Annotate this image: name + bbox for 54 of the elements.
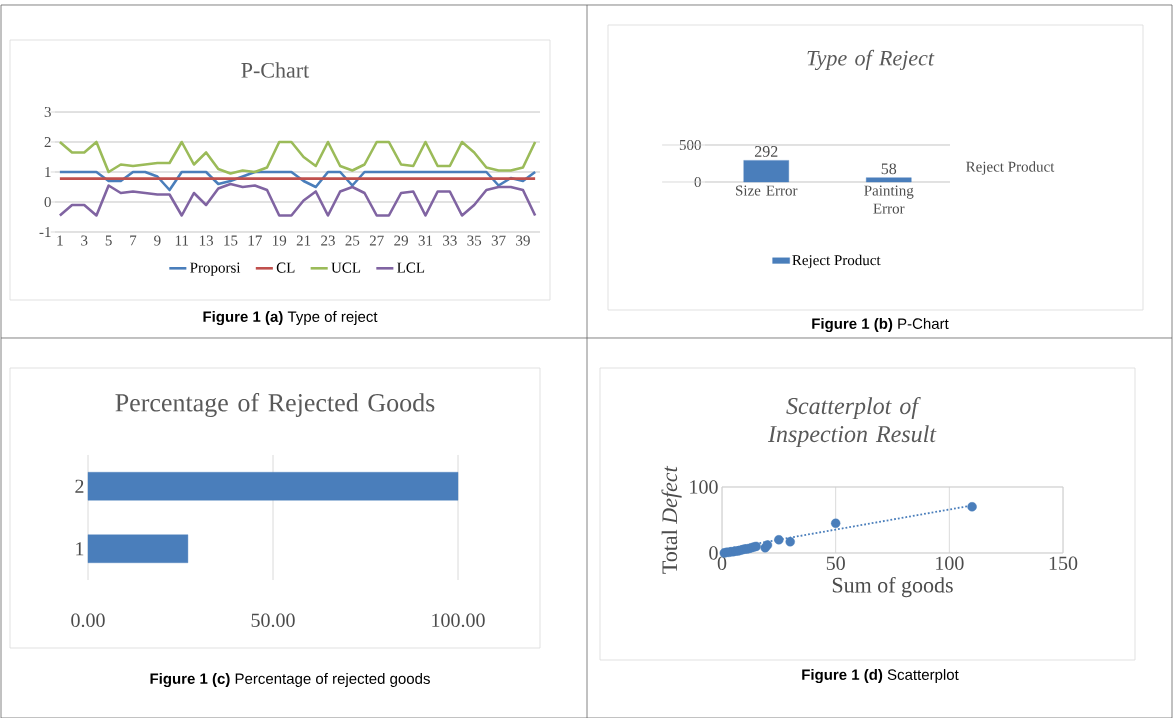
chart-title: Type of Reject	[807, 49, 935, 71]
y-axis-title: Total Defect	[661, 465, 682, 574]
y-tick-label: 0	[694, 176, 701, 188]
text: Figure 1 (d) Scatterplot	[802, 668, 959, 684]
x-axis-title: Sum of goods	[832, 576, 953, 598]
chart-title: Percentage of Rejected Goods	[115, 393, 435, 417]
x-tick-label: 9	[154, 235, 161, 246]
x-tick-label: 31	[418, 235, 433, 246]
x-tick-label: 25	[345, 235, 360, 246]
legend-label: Proporsi	[190, 262, 241, 276]
chart-title: Scatterplot of Inspection Result	[767, 397, 937, 447]
text: Reject Product	[966, 161, 1055, 175]
y-tick-label: 2	[44, 137, 51, 147]
legend-label: LCL	[397, 262, 425, 273]
chart-title: P-Chart	[241, 62, 310, 78]
x-tick-label: 150	[1049, 556, 1078, 571]
x-tick-label: 7	[130, 235, 137, 246]
x-tick-label: 11	[175, 235, 189, 246]
legend-label: Reject Product	[792, 254, 881, 269]
data-label: 58	[881, 163, 897, 175]
x-tick-label: 33	[443, 235, 457, 246]
x-tick-label: 100.00	[432, 613, 485, 628]
x-tick-label: Size Error	[736, 185, 798, 196]
y-tick-label: 100	[690, 480, 718, 494]
data-label: 292	[754, 146, 778, 157]
text: Figure 1 (b) P-Chart	[812, 317, 949, 333]
x-tick-label: 1	[57, 235, 63, 246]
x-tick-label: 23	[321, 235, 335, 246]
text: Figure 1 (c) Percentage of rejected goods	[150, 672, 430, 688]
y-tick-label: 500	[679, 139, 701, 151]
x-tick-label: 5	[105, 235, 112, 246]
x-tick-label: 17	[248, 235, 262, 246]
x-tick-label: 39	[516, 235, 530, 246]
x-tick-label: 0.00	[71, 613, 105, 628]
x-tick-label: 19	[273, 235, 287, 246]
x-tick-label: 100	[936, 556, 964, 571]
x-tick-label: 29	[394, 235, 408, 246]
x-tick-label: 50.00	[251, 613, 295, 628]
x-tick-label: 15	[224, 235, 238, 246]
y-tick-label: 2	[75, 479, 84, 493]
x-tick-label: Painting Error	[864, 185, 914, 214]
y-tick-label: 3	[44, 106, 51, 118]
y-tick-label: 0	[44, 196, 51, 208]
legend-label: CL	[276, 262, 295, 273]
x-tick-label: 13	[199, 235, 214, 246]
x-tick-label: 21	[296, 235, 311, 246]
y-tick-label: -1	[39, 227, 51, 237]
x-tick-label: 35	[467, 235, 482, 246]
x-tick-label: 37	[491, 235, 506, 246]
legend-label: UCL	[331, 262, 361, 273]
text: Figure 1 (a) Type of reject	[203, 310, 378, 326]
y-tick-label: 1	[45, 167, 51, 177]
x-tick-label: 27	[369, 235, 384, 246]
x-tick-label: 50	[826, 556, 845, 571]
